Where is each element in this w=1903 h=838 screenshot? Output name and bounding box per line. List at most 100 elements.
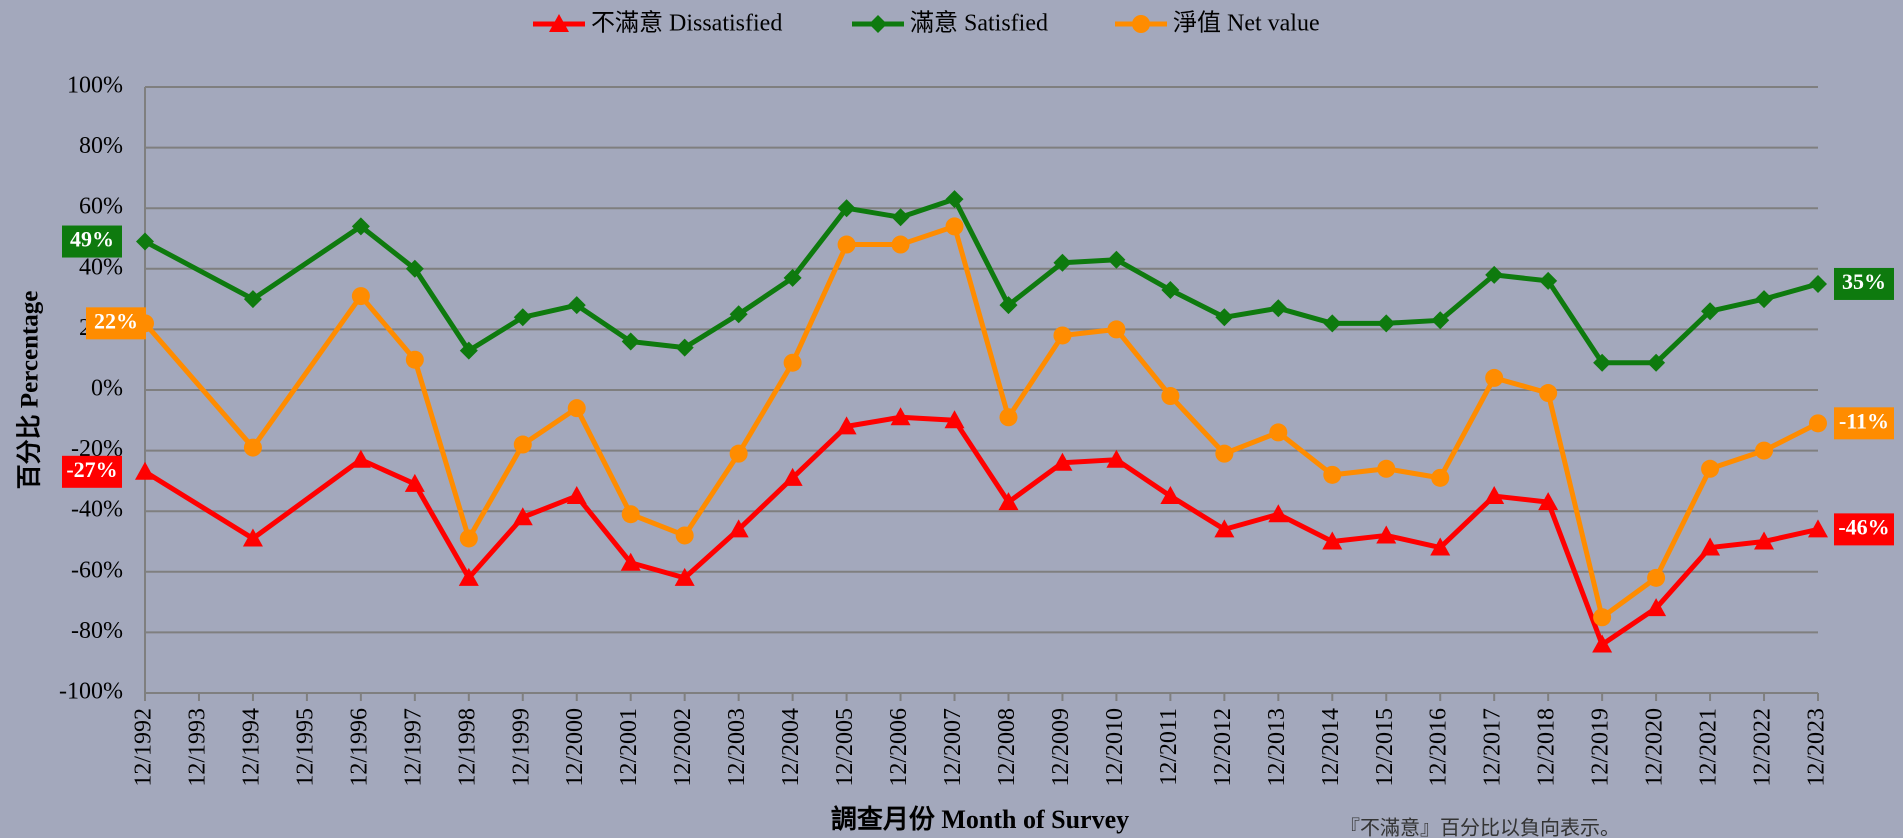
line-segment <box>1653 545 1713 611</box>
marker <box>1701 459 1720 478</box>
line-segment <box>1167 393 1227 457</box>
line-segment <box>952 223 1011 420</box>
line-segment <box>466 514 526 581</box>
line-segment <box>1113 457 1173 499</box>
marker <box>837 199 856 218</box>
marker <box>1323 314 1342 333</box>
marker <box>1377 314 1396 333</box>
line-segment <box>790 423 850 481</box>
marker <box>512 507 533 526</box>
marker <box>1538 492 1559 511</box>
marker <box>783 268 802 287</box>
x-tick-label: 12/1997 <box>400 708 426 787</box>
x-tick-label: 12/2019 <box>1588 708 1614 787</box>
value-label: 49% <box>70 227 114 252</box>
line-segment <box>1707 448 1767 472</box>
marker <box>1539 271 1558 290</box>
line-segment <box>1437 272 1497 323</box>
y-tick-label: -80% <box>71 618 123 644</box>
line-segment <box>682 451 742 538</box>
y-tick-label: 100% <box>67 73 123 99</box>
value-label-box <box>62 225 122 258</box>
marker <box>404 473 425 492</box>
y-tick-label: 60% <box>79 194 123 220</box>
marker <box>783 353 802 372</box>
line-segment <box>790 242 850 366</box>
marker <box>1701 302 1720 321</box>
marker <box>1106 449 1127 468</box>
marker <box>567 296 586 315</box>
marker <box>1269 299 1288 318</box>
marker <box>1484 486 1505 505</box>
line-segment <box>1275 511 1335 544</box>
value-label: 22% <box>94 308 138 333</box>
line-segment <box>412 266 472 354</box>
marker <box>891 208 910 227</box>
line-segment <box>1491 375 1551 396</box>
marker <box>1593 608 1612 627</box>
marker <box>243 438 262 457</box>
line-segment <box>250 223 364 302</box>
line-segment <box>412 481 472 581</box>
marker <box>1323 465 1342 484</box>
marker <box>729 305 748 324</box>
footnote: 『不滿意』百分比以負向表示。 <box>1340 817 1620 838</box>
marker <box>890 407 911 426</box>
x-tick-label: 12/2001 <box>616 708 642 787</box>
marker <box>944 410 965 429</box>
x-tick-label: 12/1993 <box>184 708 210 787</box>
marker <box>351 287 370 306</box>
marker <box>1646 598 1667 617</box>
marker <box>1269 423 1288 442</box>
marker <box>869 15 887 33</box>
line-segment <box>142 320 256 451</box>
line-segment <box>682 526 742 581</box>
marker <box>1809 274 1827 293</box>
x-tick-label: 12/2018 <box>1534 708 1560 787</box>
x-tick-label: 12/2008 <box>994 708 1020 787</box>
marker <box>837 235 856 254</box>
marker <box>836 416 857 435</box>
line-segment <box>1383 317 1443 326</box>
marker <box>620 552 641 571</box>
marker <box>1376 525 1397 544</box>
line-segment <box>628 511 688 538</box>
marker <box>1700 537 1721 556</box>
legend-label: 不滿意 Dissatisfied <box>591 10 782 37</box>
y-axis-title: 百分比 Percentage <box>16 291 44 490</box>
marker <box>136 232 154 251</box>
marker <box>782 467 803 486</box>
value-label-box <box>86 307 146 340</box>
y-tick-label: -60% <box>71 557 123 583</box>
line-segment <box>1761 526 1821 544</box>
line-segment <box>628 339 688 351</box>
line-segment <box>1221 511 1281 532</box>
x-tick-label: 12/2017 <box>1480 708 1506 787</box>
x-tick-label: 12/2012 <box>1210 708 1236 787</box>
marker <box>1053 253 1072 272</box>
marker <box>243 290 262 309</box>
x-tick-label: 12/2002 <box>670 708 696 787</box>
marker <box>1052 452 1073 471</box>
x-tick-label: 12/1999 <box>508 708 534 787</box>
line-segment <box>520 493 580 520</box>
line-segment <box>1437 375 1497 481</box>
marker <box>1215 308 1234 327</box>
line-segment <box>1167 493 1227 532</box>
marker <box>1161 387 1180 406</box>
line-segment <box>1707 296 1767 314</box>
marker <box>1431 311 1450 330</box>
line-segment <box>520 405 580 448</box>
x-tick-label: 12/2007 <box>940 708 966 787</box>
line-segment <box>1599 575 1659 620</box>
line-segment <box>1383 466 1443 481</box>
line-segment <box>250 293 364 451</box>
line-segment <box>1653 466 1713 581</box>
marker <box>458 567 479 586</box>
x-tick-label: 12/2009 <box>1048 708 1074 787</box>
marker <box>1485 265 1504 284</box>
marker <box>1539 384 1558 403</box>
line-segment <box>1545 499 1605 648</box>
marker <box>350 449 371 468</box>
x-tick-label: 12/2022 <box>1750 708 1776 787</box>
